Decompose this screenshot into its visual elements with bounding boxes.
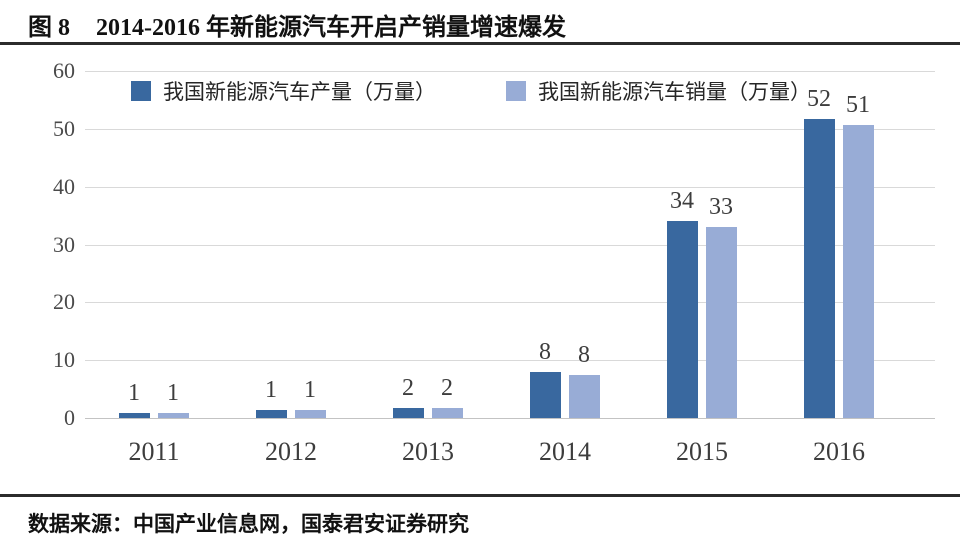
bar-sales bbox=[158, 413, 189, 418]
bar-value-label: 51 bbox=[846, 92, 870, 118]
bar-sales bbox=[706, 227, 737, 418]
bar-production bbox=[804, 119, 835, 418]
y-tick-label: 30 bbox=[53, 232, 75, 257]
bar-production bbox=[667, 221, 698, 418]
bar-sales bbox=[295, 410, 326, 418]
legend-label-production: 我国新能源汽车产量（万量） bbox=[163, 80, 436, 104]
x-axis-line bbox=[85, 418, 935, 419]
bar-value-label: 1 bbox=[167, 380, 179, 406]
x-tick-label: 2014 bbox=[539, 437, 591, 466]
y-tick-label: 40 bbox=[53, 174, 75, 199]
bar-value-label: 1 bbox=[128, 380, 140, 406]
bar-production bbox=[119, 413, 150, 418]
bar-production bbox=[393, 408, 424, 418]
figure-header: 图 8 2014-2016 年新能源汽车开启产销量增速爆发 bbox=[28, 7, 566, 42]
bar-production bbox=[530, 372, 561, 418]
legend-item-sales: 我国新能源汽车销量（万量） bbox=[506, 76, 811, 106]
bar-sales bbox=[843, 125, 874, 418]
gridline bbox=[85, 187, 935, 188]
y-tick-label: 0 bbox=[64, 405, 75, 430]
bar-value-label: 33 bbox=[709, 194, 733, 220]
gridline bbox=[85, 245, 935, 246]
y-tick-label: 60 bbox=[53, 58, 75, 83]
bar-value-label: 52 bbox=[807, 86, 831, 112]
legend-label-sales: 我国新能源汽车销量（万量） bbox=[538, 80, 811, 104]
bar-production bbox=[256, 410, 287, 418]
x-tick-label: 2013 bbox=[402, 437, 454, 466]
x-tick-label: 2012 bbox=[265, 437, 317, 466]
bar-value-label: 8 bbox=[539, 339, 551, 365]
header-divider bbox=[0, 42, 960, 45]
bar-value-label: 1 bbox=[304, 377, 316, 403]
figure-label: 图 8 bbox=[28, 15, 70, 41]
x-tick-label: 2011 bbox=[128, 437, 180, 466]
figure-title: 2014-2016 年新能源汽车开启产销量增速爆发 bbox=[96, 15, 566, 41]
gridline bbox=[85, 71, 935, 72]
bar-value-label: 2 bbox=[441, 375, 453, 401]
gridline bbox=[85, 302, 935, 303]
y-tick-label: 20 bbox=[53, 289, 75, 314]
bar-value-label: 8 bbox=[578, 342, 590, 368]
production-series-swatch-icon bbox=[131, 81, 151, 101]
footer-divider bbox=[0, 494, 960, 497]
x-tick-label: 2016 bbox=[813, 437, 865, 466]
bar-sales bbox=[432, 408, 463, 418]
bar-value-label: 1 bbox=[265, 377, 277, 403]
data-source-text: 数据来源：中国产业信息网，国泰君安证券研究 bbox=[28, 512, 469, 536]
gridline bbox=[85, 129, 935, 130]
y-tick-label: 10 bbox=[53, 347, 75, 372]
gridline bbox=[85, 360, 935, 361]
bar-value-label: 2 bbox=[402, 375, 414, 401]
bar-sales bbox=[569, 375, 600, 418]
sales-series-swatch-icon bbox=[506, 81, 526, 101]
legend-item-production: 我国新能源汽车产量（万量） bbox=[131, 76, 436, 106]
y-tick-label: 50 bbox=[53, 116, 75, 141]
bar-value-label: 34 bbox=[670, 188, 694, 214]
x-tick-label: 2015 bbox=[676, 437, 728, 466]
